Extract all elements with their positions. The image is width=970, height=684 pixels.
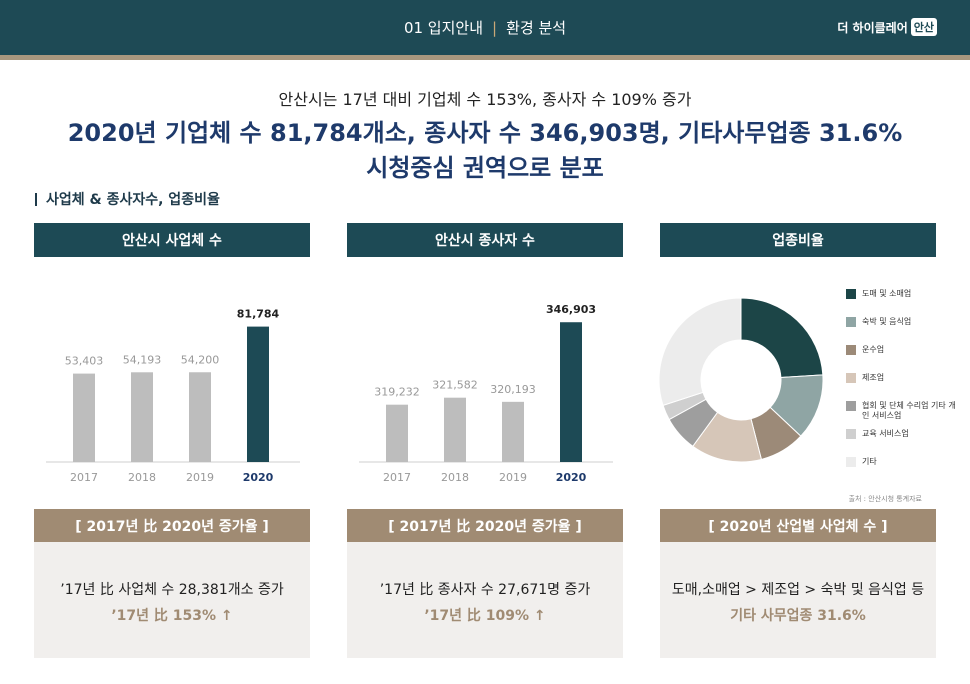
legend-label: 도매 및 소매업	[862, 289, 912, 298]
top-bar	[0, 0, 970, 55]
legend-label: 제조업	[862, 373, 885, 382]
legend-swatch	[846, 429, 856, 439]
section-title: 환경 분석	[506, 19, 567, 37]
section-label-bar	[35, 192, 37, 206]
x-tick-label: 2020	[243, 471, 274, 484]
brand-text: 더 하이클레어	[837, 20, 908, 35]
x-tick-label: 2019	[499, 471, 527, 484]
summary-1-line2: ’17년 比 153% ↑	[111, 608, 233, 624]
legend-swatch	[846, 457, 856, 467]
brand-logo: 더 하이클레어 안산	[837, 18, 937, 36]
legend-swatch	[846, 373, 856, 383]
source-note: 출처 : 안산시청 통계자료	[848, 495, 922, 503]
legend-label: 기타	[862, 457, 877, 466]
brand-box: 안산	[910, 18, 937, 36]
x-tick-label: 2018	[128, 471, 156, 484]
bar-2017	[73, 373, 95, 462]
legend-item: 교육 서비스업	[846, 429, 956, 439]
top-bar-accent	[0, 55, 970, 60]
summary-body-2: ’17년 比 종사자 수 27,671명 증가 ’17년 比 109% ↑	[347, 542, 623, 658]
legend-swatch	[846, 317, 856, 327]
bar-value-label: 81,784	[237, 308, 280, 321]
summary-1-line1: ’17년 比 사업체 수 28,381개소 증가	[60, 582, 284, 598]
legend-item: 도매 및 소매업	[846, 289, 956, 299]
bar-value-label: 53,403	[65, 355, 104, 368]
legend-label: 교육 서비스업	[862, 429, 909, 438]
legend-swatch	[846, 401, 856, 411]
bar-2019	[189, 372, 211, 462]
bar-2018	[444, 397, 466, 462]
bar-value-label: 54,200	[181, 353, 220, 366]
column-header-workers: 안산시 종사자 수	[347, 223, 623, 257]
x-tick-label: 2019	[186, 471, 214, 484]
x-tick-label: 2017	[383, 471, 411, 484]
bar-2019	[502, 401, 524, 462]
legend-item: 기타	[846, 457, 956, 467]
donut-slice	[658, 297, 742, 406]
headline: 2020년 기업체 수 81,784개소, 종사자 수 346,903명, 기타…	[0, 116, 970, 186]
bar-value-label: 320,193	[490, 383, 536, 396]
x-tick-label: 2020	[556, 471, 587, 484]
summary-3-line2: 기타 사무업종 31.6%	[730, 608, 866, 624]
legend-swatch	[846, 345, 856, 355]
summary-header-1: [ 2017년 比 2020년 증가율 ]	[34, 509, 310, 542]
bar-2017	[386, 404, 408, 462]
subheadline: 안산시는 17년 대비 기업체 수 153%, 종사자 수 109% 증가	[278, 90, 692, 109]
bar-value-label: 346,903	[546, 303, 596, 316]
summary-3-line1: 도매,소매업 > 제조업 > 숙박 및 음식업 등	[671, 582, 925, 598]
legend-item: 운수업	[846, 345, 956, 355]
nav-separator: |	[492, 18, 498, 37]
summary-header-2: [ 2017년 比 2020년 증가율 ]	[347, 509, 623, 542]
worker-count-chart: 319,232 2017 321,582 2018 320,193 2019 346,903…	[359, 303, 613, 484]
business-count-chart: 53,403 2017 54,193 2018 54,200 2019 81,784 2020	[46, 308, 300, 484]
legend-label: 협회 및 단체 수리업 기타 개인 서비스업	[862, 401, 956, 420]
column-header-industry-ratio: 업종비율	[660, 223, 936, 257]
industry-ratio-donut	[658, 297, 824, 463]
header-nav: 01 입지안내 | 환경 분석	[0, 0, 970, 55]
x-tick-label: 2017	[70, 471, 98, 484]
legend-swatch	[846, 289, 856, 299]
bar-value-label: 321,582	[432, 379, 478, 392]
donut-slice	[740, 297, 824, 379]
summary-body-1: ’17년 比 사업체 수 28,381개소 증가 ’17년 比 153% ↑	[34, 542, 310, 658]
section-label: 사업체 & 종사자수, 업종비율	[35, 189, 220, 209]
bar-value-label: 319,232	[374, 386, 420, 399]
summary-2-line2: ’17년 比 109% ↑	[424, 608, 546, 624]
bar-2020	[247, 326, 269, 462]
bar-value-label: 54,193	[123, 353, 162, 366]
legend-item: 제조업	[846, 373, 956, 383]
bar-2018	[131, 372, 153, 462]
legend-item: 협회 및 단체 수리업 기타 개인 서비스업	[846, 401, 956, 421]
summary-body-3: 도매,소매업 > 제조업 > 숙박 및 음식업 등 기타 사무업종 31.6%	[660, 542, 936, 658]
legend-label: 운수업	[862, 345, 885, 354]
section-number: 01 입지안내	[403, 19, 484, 37]
headline-line2: 시청중심 권역으로 분포	[366, 154, 604, 182]
column-header-businesses: 안산시 사업체 수	[34, 223, 310, 257]
x-tick-label: 2018	[441, 471, 469, 484]
legend-item: 숙박 및 음식업	[846, 317, 956, 327]
summary-2-line1: ’17년 比 종사자 수 27,671명 증가	[379, 582, 591, 598]
headline-line1: 2020년 기업체 수 81,784개소, 종사자 수 346,903명, 기타…	[67, 119, 903, 147]
section-label-text: 사업체 & 종사자수, 업종비율	[46, 192, 220, 208]
legend-label: 숙박 및 음식업	[862, 317, 912, 326]
bar-2020	[560, 322, 582, 462]
summary-header-3: [ 2020년 산업별 사업체 수 ]	[660, 509, 936, 542]
